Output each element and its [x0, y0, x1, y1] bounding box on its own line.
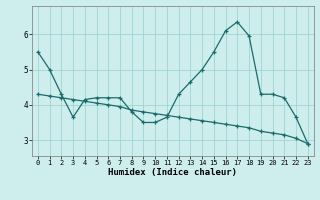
X-axis label: Humidex (Indice chaleur): Humidex (Indice chaleur)	[108, 168, 237, 177]
